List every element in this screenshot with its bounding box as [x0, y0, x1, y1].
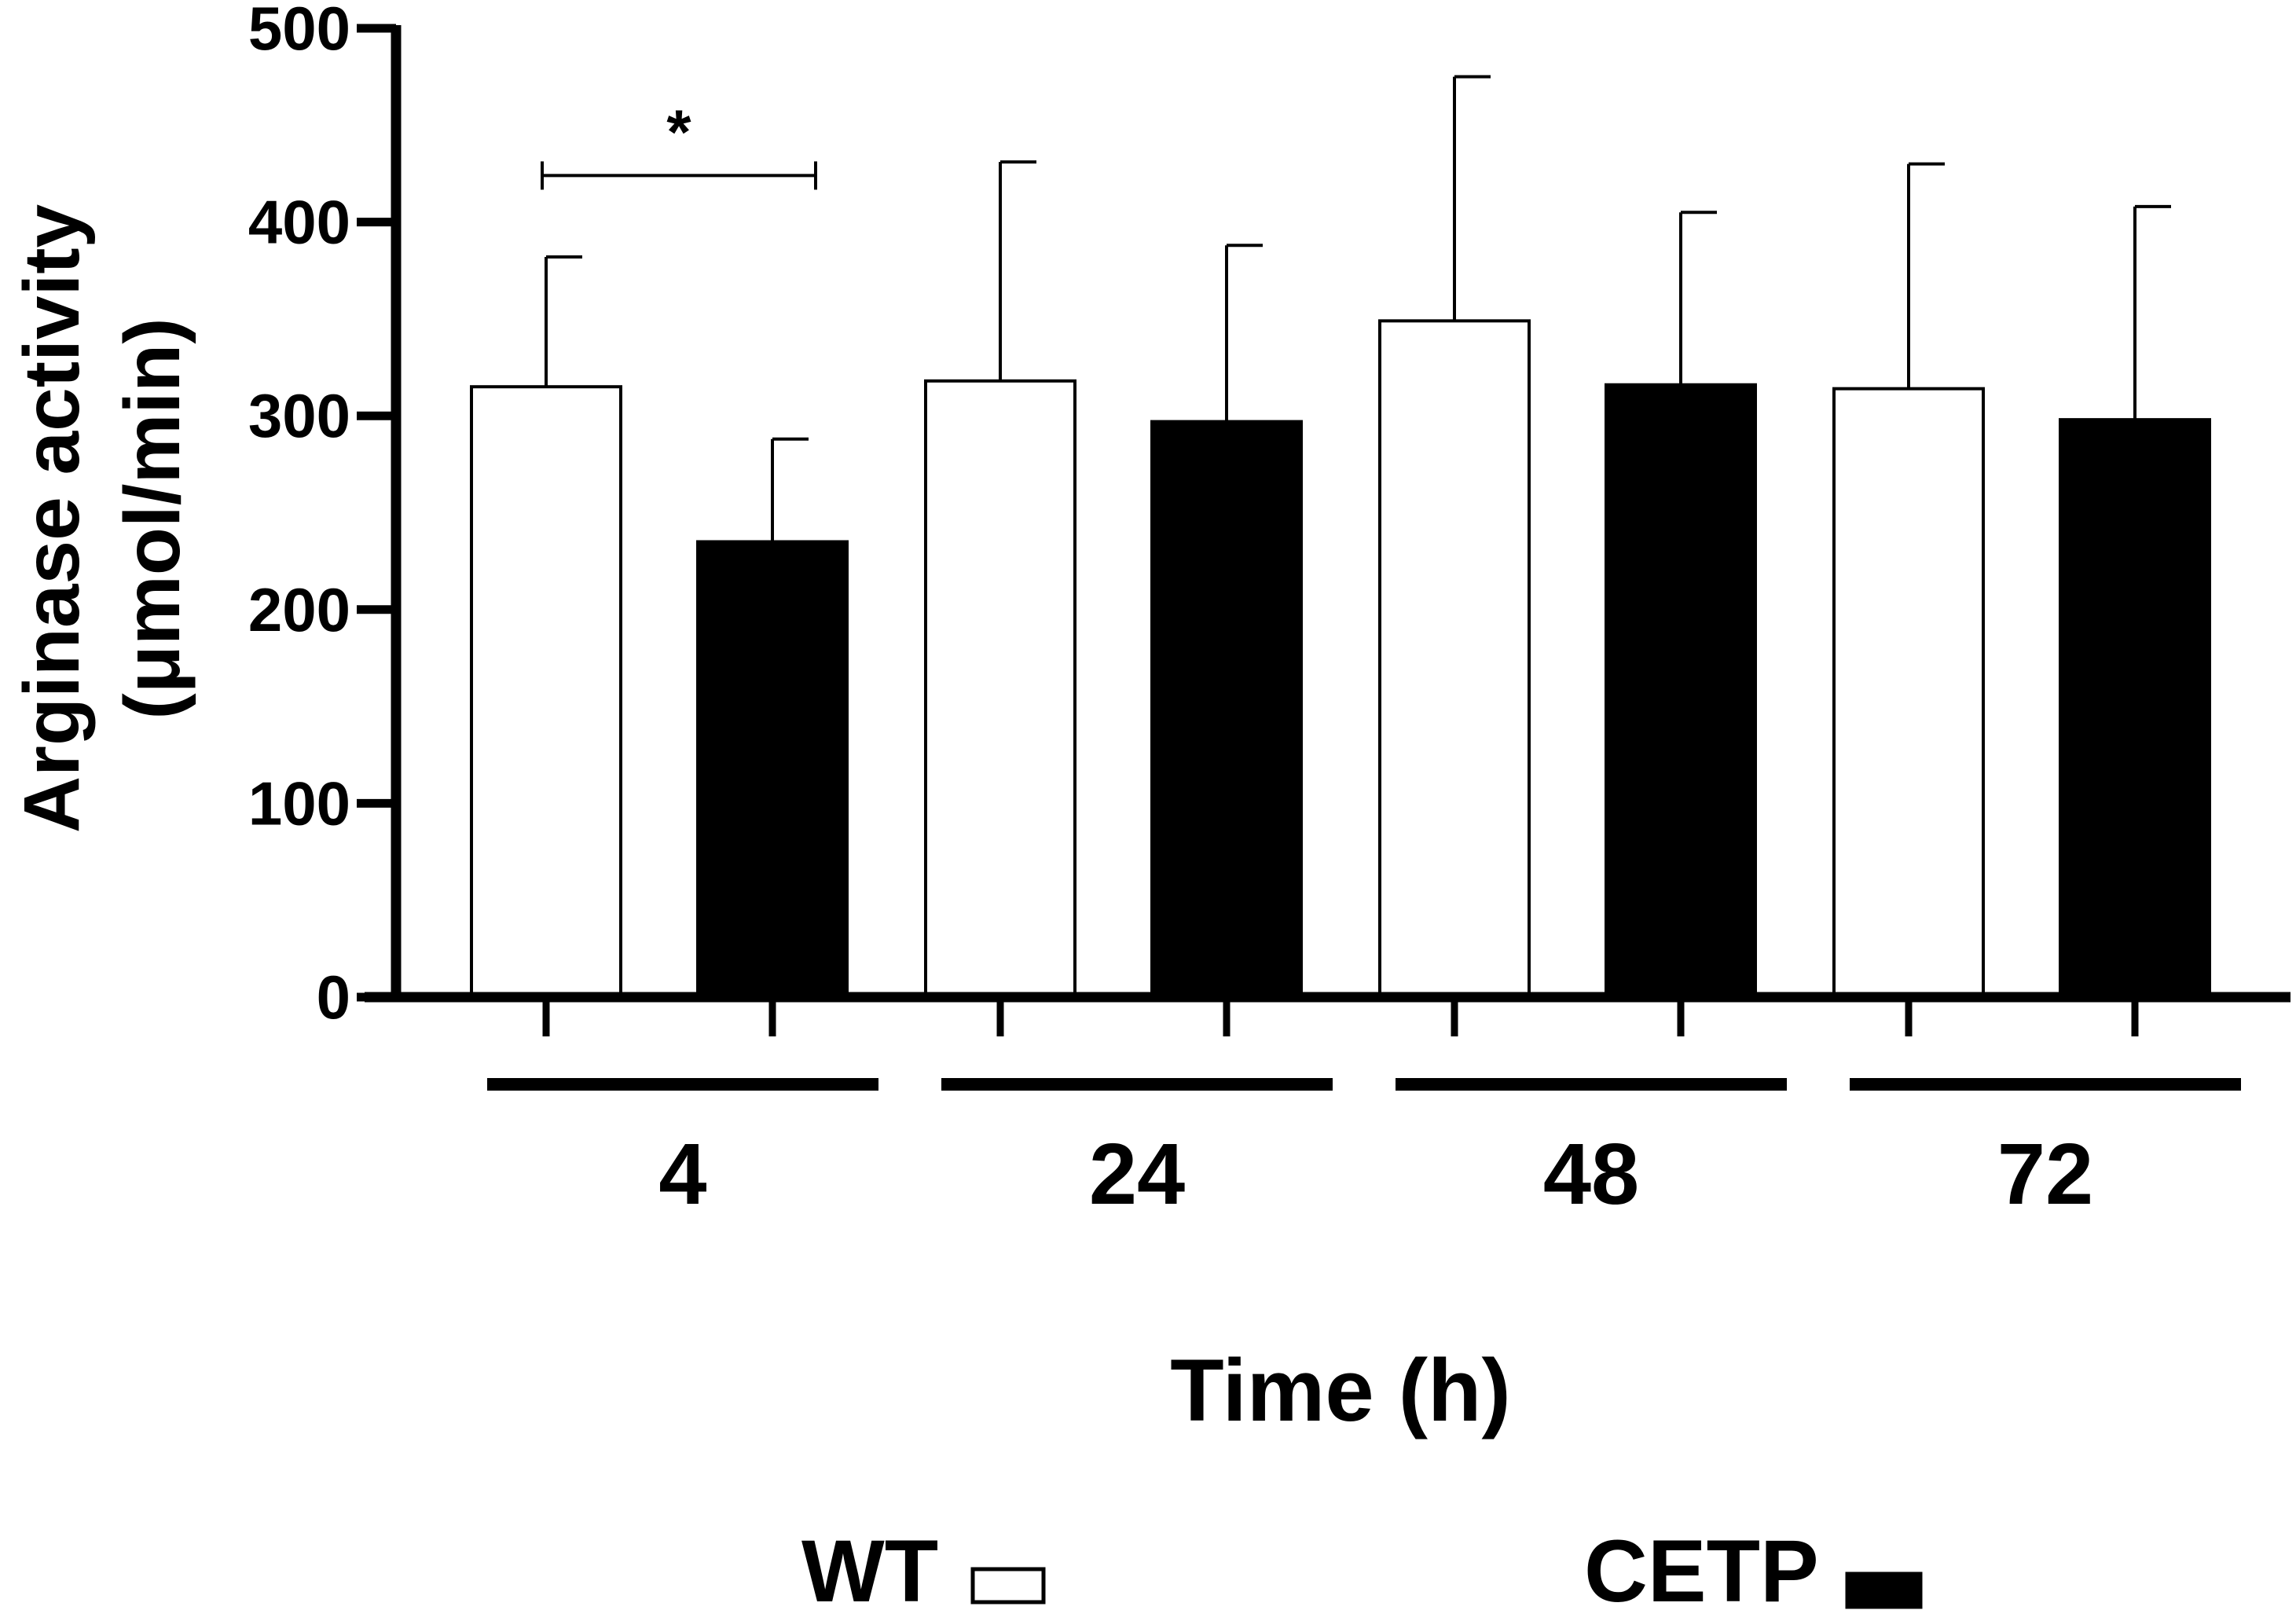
bar-cetp-48h — [1605, 383, 1757, 999]
y-axis-unit-label: (μmol/min) — [108, 317, 196, 719]
bar-cetp-24h — [1150, 420, 1303, 999]
x-category-label-48h: 48 — [1543, 1126, 1639, 1223]
y-tick-label-300: 300 — [248, 381, 350, 450]
bar-cetp-72h — [2059, 418, 2211, 999]
x-category-label-72h: 72 — [1997, 1126, 2093, 1223]
bar-wt-48h — [1378, 319, 1531, 999]
x-category-label-4h: 4 — [658, 1126, 706, 1223]
bar-cetp-4h — [696, 540, 849, 999]
labels-group: Arginase activity (μmol/min) Time (h) * … — [8, 0, 2093, 1439]
y-tick-label-0: 0 — [317, 963, 350, 1032]
bar-wt-24h — [924, 379, 1076, 999]
y-tick-label-100: 100 — [248, 768, 350, 838]
bars-group — [470, 319, 2211, 999]
legend-wt-label: WT — [801, 1522, 938, 1620]
y-tick-label-500: 500 — [248, 0, 350, 63]
axes-group — [357, 24, 2290, 1091]
bar-wt-4h — [470, 385, 622, 999]
bar-wt-72h — [1832, 387, 1985, 999]
significance-asterisk: * — [666, 97, 691, 167]
y-axis-label: Arginase activity — [8, 204, 96, 833]
legend: WT CETP — [801, 1522, 1923, 1620]
y-tick-label-200: 200 — [248, 575, 350, 644]
y-tick-label-400: 400 — [248, 188, 350, 257]
x-axis-label: Time (h) — [1170, 1341, 1511, 1439]
legend-cetp-label: CETP — [1584, 1522, 1819, 1620]
legend-cetp-swatch — [1845, 1571, 1923, 1609]
legend-wt-swatch — [970, 1567, 1046, 1604]
error-bars-group — [545, 75, 2171, 542]
x-category-label-24h: 24 — [1089, 1126, 1185, 1223]
